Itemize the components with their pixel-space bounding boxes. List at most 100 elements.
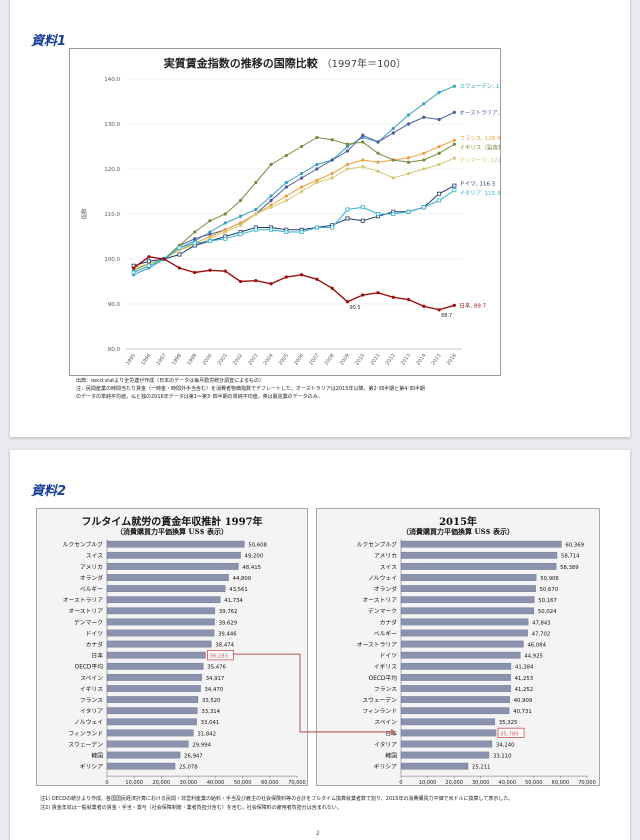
data-point-france xyxy=(238,221,243,225)
data-point-sweden xyxy=(254,207,258,212)
x-tick-label: 2012 xyxy=(385,353,397,367)
x-tick-label: 40,000 xyxy=(207,780,225,785)
bar xyxy=(106,685,201,692)
bar xyxy=(400,629,528,637)
data-point-australia xyxy=(361,133,365,137)
x-tick-label: 2002 xyxy=(232,353,244,367)
data-point-italy xyxy=(314,225,319,230)
bar xyxy=(400,640,524,648)
y-tick-label: 90.0 xyxy=(108,302,121,308)
category-label: 韓国 xyxy=(91,752,103,760)
value-label: 34,917 xyxy=(206,676,225,682)
data-point-uk xyxy=(193,230,197,234)
data-point-denmark xyxy=(223,230,227,234)
bar xyxy=(106,629,215,637)
x-tick-label: 2008 xyxy=(324,353,336,367)
data-point-italy xyxy=(345,207,350,212)
data-point-japan xyxy=(361,293,365,297)
data-point-sweden xyxy=(391,126,395,131)
line-chart-note-2: のデータの単純平均値，仏と独の2016年データは第1～第3･四半期の単純平均値，… xyxy=(76,394,323,400)
bar-panel-1997: フルタイム就労の賃金年収推計 1997年 （消費購買力平価換算 US$ 表示） … xyxy=(36,508,308,786)
data-point-australia xyxy=(300,176,304,180)
data-point-australia xyxy=(452,110,456,114)
data-point-japan xyxy=(223,269,227,273)
y-tick-label: 80.0 xyxy=(108,347,121,353)
data-point-australia xyxy=(406,122,411,126)
series-line-france xyxy=(133,139,455,273)
bar xyxy=(400,585,536,592)
category-label: デンマーク xyxy=(368,607,397,615)
bar xyxy=(106,607,216,615)
bar xyxy=(400,618,529,626)
value-label: 49,200 xyxy=(245,554,264,560)
value-label: 41,253 xyxy=(515,676,534,682)
bar-chart-2015-subtitle: （消費購買力平価換算 US$ 表示） xyxy=(402,527,514,536)
series-label-france: フランス, 126.4 xyxy=(459,135,500,142)
data-point-sweden xyxy=(422,102,426,106)
data-point-japan xyxy=(391,295,395,299)
x-tick-label: 2007 xyxy=(308,353,320,367)
data-point-japan xyxy=(345,300,350,304)
data-point-australia xyxy=(193,237,197,241)
data-point-uk xyxy=(223,212,227,216)
data-point-uk xyxy=(208,219,212,223)
data-point-italy xyxy=(391,211,396,216)
bar xyxy=(106,596,221,604)
category-label: オーストラリア xyxy=(63,597,103,604)
bar-chart-1997: 0 10,000 20,000 30,000 40,000 50,000 60,000 70,… xyxy=(63,539,306,785)
data-point-denmark xyxy=(391,176,395,180)
value-label: 35,780 xyxy=(500,731,519,737)
bar xyxy=(106,696,199,703)
x-tick-label: 2010 xyxy=(354,353,366,367)
data-point-sweden xyxy=(269,194,273,198)
y-tick-label: 140.0 xyxy=(104,77,120,83)
value-label: 35,325 xyxy=(499,720,518,726)
data-point-italy xyxy=(375,211,380,216)
x-tick-label: 1998 xyxy=(171,353,183,367)
value-label: 44,800 xyxy=(233,576,252,582)
data-point-france xyxy=(345,162,350,167)
bar xyxy=(106,551,241,559)
series-label-denmark: デンマーク, 122.4 xyxy=(459,156,500,164)
data-point-sweden xyxy=(284,180,288,185)
data-point-italy xyxy=(192,241,197,246)
data-point-japan xyxy=(162,257,166,261)
document-label-2: 資料2 xyxy=(31,484,67,499)
x-tick-label: 2015 xyxy=(431,353,443,367)
category-label: ベルギー xyxy=(374,630,397,637)
line-chart-subtitle: （1997年＝100） xyxy=(321,59,407,70)
data-point-sweden xyxy=(208,230,212,234)
bar xyxy=(106,662,204,670)
data-point-italy xyxy=(360,205,365,210)
bar xyxy=(106,563,239,570)
value-label: 41,384 xyxy=(515,665,534,671)
data-point-denmark xyxy=(315,180,319,185)
data-point-denmark xyxy=(376,169,380,173)
value-label: 40,731 xyxy=(513,709,532,715)
series-line-denmark xyxy=(133,157,455,269)
data-point-sweden xyxy=(223,221,227,225)
series-label-japan: 日本, 89.7 xyxy=(459,301,486,309)
x-tick-label: 30,000 xyxy=(472,780,490,785)
bar xyxy=(400,551,558,559)
bar-chart-1997-subtitle: （消費購買力平価換算 US$ 表示） xyxy=(116,527,228,536)
data-point-germany xyxy=(345,216,350,221)
data-point-france xyxy=(376,160,380,164)
data-point-japan xyxy=(437,308,441,312)
data-point-france xyxy=(422,151,426,155)
value-label: 48,415 xyxy=(242,565,261,571)
value-label: 60,369 xyxy=(565,543,584,549)
category-label: ルクセンブルグ xyxy=(63,541,104,549)
bar xyxy=(400,651,521,659)
data-point-france xyxy=(437,144,441,149)
data-point-uk xyxy=(315,135,319,140)
bar xyxy=(106,574,229,581)
category-label: アメリカ xyxy=(80,564,103,571)
data-point-denmark xyxy=(238,223,243,227)
data-point-australia xyxy=(269,198,273,203)
data-point-france xyxy=(452,138,456,142)
bar-panel-2015: 2015年 （消費購買力平価換算 US$ 表示） 0 10,000 20,000 30… xyxy=(316,508,600,786)
y-axis-label: 指数 xyxy=(80,208,88,220)
category-label: オランダ xyxy=(374,585,397,593)
